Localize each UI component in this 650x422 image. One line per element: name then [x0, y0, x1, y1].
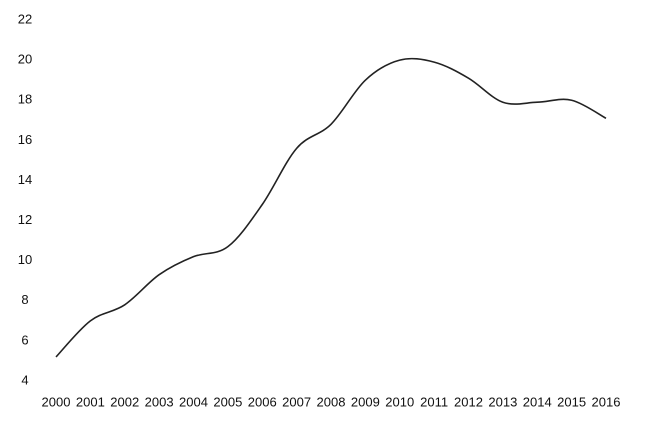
y-tick-label: 18	[18, 92, 32, 107]
x-tick-label: 2015	[557, 394, 586, 409]
y-tick-label: 8	[21, 292, 28, 307]
y-tick-label: 12	[18, 212, 32, 227]
y-tick-label: 22	[18, 11, 32, 26]
y-tick-label: 4	[21, 372, 28, 387]
x-tick-label: 2006	[248, 394, 277, 409]
y-tick-label: 6	[21, 332, 28, 347]
y-tick-label: 10	[18, 252, 32, 267]
x-tick-label: 2007	[282, 394, 311, 409]
line	[55, 57, 607, 358]
x-tick-label: 2013	[488, 394, 517, 409]
x-tick-label: 2003	[145, 394, 174, 409]
x-tick-label: 2012	[454, 394, 483, 409]
y-tick-label: 16	[18, 132, 32, 147]
x-tick-label: 2001	[76, 394, 105, 409]
x-tick-label: 2011	[420, 394, 448, 409]
y-tick-label: 20	[18, 52, 32, 67]
x-tick-label: 2009	[351, 394, 380, 409]
x-tick-label: 2010	[385, 394, 414, 409]
x-tick-label: 2000	[42, 394, 71, 409]
x-tick-label: 2016	[592, 394, 621, 409]
x-tick-label: 2005	[213, 394, 242, 409]
x-tick-label: 2008	[317, 394, 346, 409]
x-tick-label: 2002	[110, 394, 139, 409]
x-tick-label: 2004	[179, 394, 208, 409]
x-tick-label: 2014	[523, 394, 552, 409]
y-tick-label: 14	[18, 172, 32, 187]
